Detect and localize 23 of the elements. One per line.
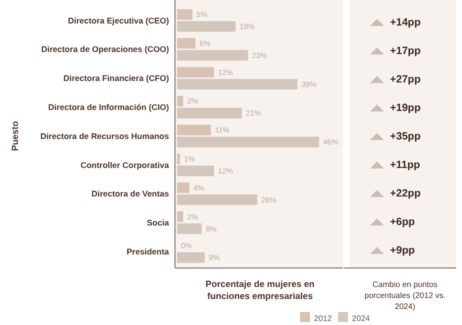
y-tick-label: Directora de Ventas (92, 188, 170, 199)
y-tick-label: Directora de Información (CIO) (48, 102, 170, 112)
y-tick-label: Directora Ejecutiva (CEO) (68, 15, 170, 26)
y-tick-label: Directora de Recursos Humanos (40, 130, 170, 141)
text: +9pp (390, 244, 415, 257)
y-tick-label: Directora Financiera (CFO) (63, 73, 170, 84)
text: +14pp (390, 16, 421, 29)
text: +17pp (390, 45, 421, 58)
y-tick-label: Socia (146, 218, 170, 228)
text: +27pp (390, 74, 421, 86)
legend-label: 2012 (314, 314, 332, 323)
y-tick-label: Controller Corporativa (80, 160, 170, 170)
x-axis-title: Porcentaje de mujeres en funciones empresariales (205, 279, 315, 301)
text: +35pp (390, 130, 421, 143)
legend-label: 2024 (352, 314, 370, 323)
text: Cambio en puntos porcentuales (2012 vs. 2024) (364, 280, 446, 311)
text: +6pp (390, 216, 415, 228)
text: +11pp (390, 159, 420, 172)
y-tick-label: Directora de Operaciones (COO) (41, 44, 170, 54)
text: +19pp (390, 102, 421, 114)
y-tick-label: Presidenta (126, 246, 170, 256)
y-axis-title: Puesto (10, 120, 20, 152)
text: +22pp (390, 188, 421, 200)
